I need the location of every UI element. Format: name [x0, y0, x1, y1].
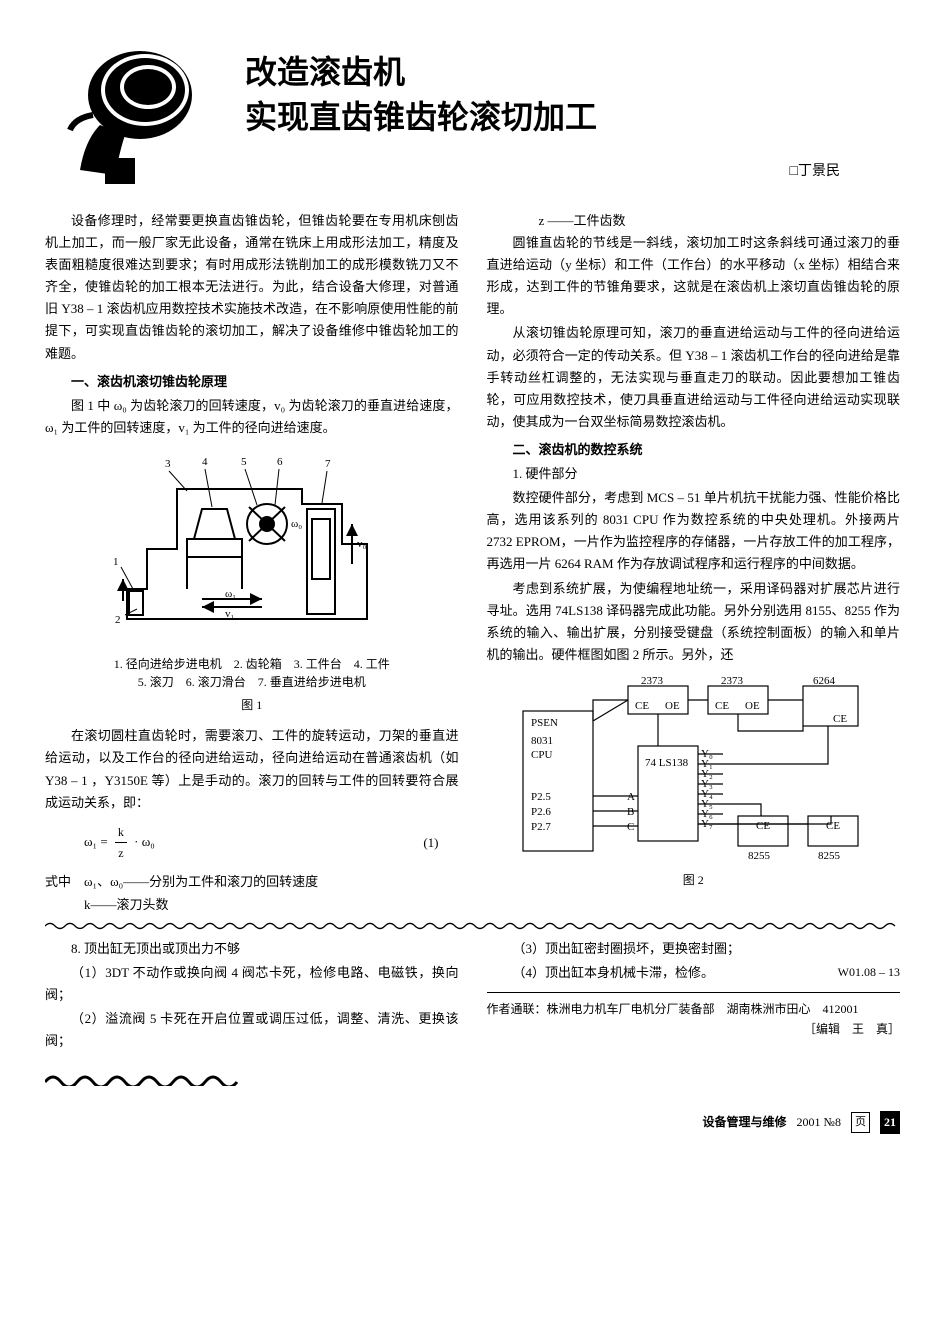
- svg-text:CE: CE: [833, 713, 847, 725]
- eq-rhs: · ω₀: [134, 834, 155, 849]
- figure-2-label: 图 2: [487, 870, 901, 890]
- title-line-2: 实现直齿锥齿轮滚切加工: [245, 95, 900, 140]
- appendix-item: （3）顶出缸密封圈损坏，更换密封圈；: [487, 938, 901, 960]
- appendix-item: （2）溢流阀 5 卡死在开启位置或调压过低，调整、清洗、更换该阀；: [45, 1008, 459, 1052]
- section-heading: 一、滚齿机滚切锥齿轮原理: [45, 371, 459, 393]
- figure-1-caption: 1. 径向进给步进电机 2. 齿轮箱 3. 工件台 4. 工件 5. 滚刀 6.…: [45, 655, 459, 691]
- right-column: z ——工件齿数 圆锥直齿轮的节线是一斜线，滚切加工时这条斜线可通过滚刀的垂直进…: [487, 210, 901, 916]
- subsection-heading: 1. 硬件部分: [487, 463, 901, 485]
- paragraph: 设备修理时，经常要更换直齿锥齿轮，但锥齿轮要在专用机床刨齿机上加工，而一般厂家无…: [45, 210, 459, 365]
- wave-separator: [45, 921, 900, 931]
- svg-text:8031: 8031: [531, 735, 553, 747]
- figure-1-svg: 3 4 5 6 7 1 2 ω₁ v₁ v₀ ω₀: [107, 449, 397, 649]
- appendix-right: （3）顶出缸密封圈损坏，更换密封圈； （4）顶出缸本身机械卡滞，检修。 W01.…: [487, 938, 901, 1094]
- appendix-head: 8. 顶出缸无顶出或顶出力不够: [45, 938, 459, 960]
- svg-text:v₁: v₁: [225, 608, 235, 620]
- where-clause: z ——工件齿数: [487, 210, 901, 232]
- figure-1-label: 图 1: [45, 695, 459, 715]
- paragraph: 圆锥直齿轮的节线是一斜线，滚切加工时这条斜线可通过滚刀的垂直进给运动（y 坐标）…: [487, 232, 901, 320]
- svg-text:3: 3: [165, 458, 171, 470]
- svg-text:6264: 6264: [813, 676, 836, 687]
- svg-text:7: 7: [325, 458, 331, 470]
- svg-text:2373: 2373: [721, 676, 744, 687]
- issue-number: 2001 №8: [797, 1112, 841, 1132]
- figure-1: 3 4 5 6 7 1 2 ω₁ v₁ v₀ ω₀: [45, 449, 459, 715]
- svg-text:C: C: [627, 821, 634, 833]
- page-number: 21: [880, 1111, 900, 1133]
- section-heading: 二、滚齿机的数控系统: [487, 439, 901, 461]
- equation-1: ω₁ = k z · ω₀ (1): [45, 822, 459, 864]
- svg-text:OE: OE: [665, 700, 680, 712]
- paragraph: 从滚切锥齿轮原理可知，滚刀的垂直进给运动与工件的径向进给运动，必须符合一定的传动…: [487, 322, 901, 432]
- svg-text:6: 6: [277, 456, 283, 468]
- svg-text:74 LS138: 74 LS138: [645, 757, 689, 769]
- svg-text:B: B: [627, 806, 634, 818]
- divider: [487, 992, 901, 993]
- page-prefix: 页: [851, 1112, 870, 1133]
- eq-lhs: ω₁ =: [84, 834, 108, 849]
- paragraph: 考虑到系统扩展，为使编程地址统一，采用译码器对扩展芯片进行寻址。选用 74LS1…: [487, 578, 901, 666]
- where-clause: k——滚刀头数: [58, 894, 459, 916]
- decorative-squiggle: [45, 1072, 245, 1086]
- svg-text:5: 5: [241, 456, 247, 468]
- svg-text:PSEN: PSEN: [531, 717, 558, 729]
- paragraph: 数控硬件部分，考虑到 MCS – 51 单片机抗干扰能力强、性能价格比高，选用该…: [487, 487, 901, 575]
- appendix-item: （4）顶出缸本身机械卡滞，检修。 W01.08 – 13: [487, 962, 901, 984]
- svg-text:CE: CE: [826, 820, 840, 832]
- author-contact: 作者通联：株洲电力机车厂电机分厂装备部 湖南株洲市田心 412001: [487, 999, 901, 1019]
- svg-text:P2.7: P2.7: [531, 821, 551, 833]
- article-code: W01.08 – 13: [812, 962, 900, 982]
- svg-text:8255: 8255: [818, 850, 841, 862]
- paragraph: 在滚切圆柱直齿轮时，需要滚刀、工件的旋转运动，刀架的垂直进给运动，以及工作台的径…: [45, 725, 459, 813]
- svg-text:CE: CE: [715, 700, 729, 712]
- article-title: 改造滚齿机 实现直齿锥齿轮滚切加工: [245, 50, 900, 140]
- svg-text:4: 4: [202, 456, 208, 468]
- svg-text:2: 2: [115, 614, 121, 626]
- where-clause: 式中 ω₁、ω₀——分别为工件和滚刀的回转速度: [45, 871, 459, 893]
- figure-2-svg: PSEN 8031 CPU P2.5 P2.6 P2.7 2373 2373 6…: [513, 676, 873, 866]
- figure-2: PSEN 8031 CPU P2.5 P2.6 P2.7 2373 2373 6…: [487, 676, 901, 890]
- author: □丁景民: [245, 160, 900, 184]
- page-footer: 设备管理与维修 2001 №8 页 21: [45, 1111, 900, 1133]
- svg-text:CE: CE: [756, 820, 770, 832]
- svg-text:Y₇: Y₇: [701, 818, 713, 830]
- header: 改造滚齿机 实现直齿锥齿轮滚切加工 □丁景民: [45, 40, 900, 190]
- body-columns: 设备修理时，经常要更换直齿锥齿轮，但锥齿轮要在专用机床刨齿机上加工，而一般厂家无…: [45, 210, 900, 916]
- equation-number: (1): [423, 832, 458, 854]
- appendix-columns: 8. 顶出缸无顶出或顶出力不够 （1）3DT 不动作或换向阀 4 阀芯卡死，检修…: [45, 938, 900, 1094]
- svg-text:CE: CE: [635, 700, 649, 712]
- svg-text:ω₁: ω₁: [225, 588, 236, 600]
- svg-text:OE: OE: [745, 700, 760, 712]
- svg-text:P2.5: P2.5: [531, 791, 551, 803]
- paragraph: 图 1 中 ω₀ 为齿轮滚刀的回转速度，v₀ 为齿轮滚刀的垂直进给速度，ω₁ 为…: [45, 395, 459, 439]
- editor-credit: ［编辑 王 真］: [487, 1019, 901, 1039]
- svg-text:CPU: CPU: [531, 749, 552, 761]
- hero-illustration: [45, 40, 215, 190]
- title-line-1: 改造滚齿机: [245, 50, 900, 95]
- svg-text:P2.6: P2.6: [531, 806, 551, 818]
- svg-text:1: 1: [113, 556, 119, 568]
- left-column: 设备修理时，经常要更换直齿锥齿轮，但锥齿轮要在专用机床刨齿机上加工，而一般厂家无…: [45, 210, 459, 916]
- title-block: 改造滚齿机 实现直齿锥齿轮滚切加工 □丁景民: [245, 40, 900, 190]
- appendix-item: （1）3DT 不动作或换向阀 4 阀芯卡死，检修电路、电磁铁，换向阀；: [45, 962, 459, 1006]
- svg-text:ω₀: ω₀: [291, 518, 302, 530]
- svg-text:2373: 2373: [641, 676, 664, 687]
- appendix-left: 8. 顶出缸无顶出或顶出力不够 （1）3DT 不动作或换向阀 4 阀芯卡死，检修…: [45, 938, 459, 1094]
- svg-text:v₀: v₀: [357, 538, 367, 550]
- svg-text:A: A: [627, 791, 635, 803]
- svg-text:8255: 8255: [748, 850, 771, 862]
- eq-fraction: k z: [115, 822, 127, 864]
- journal-name: 设备管理与维修: [703, 1112, 787, 1132]
